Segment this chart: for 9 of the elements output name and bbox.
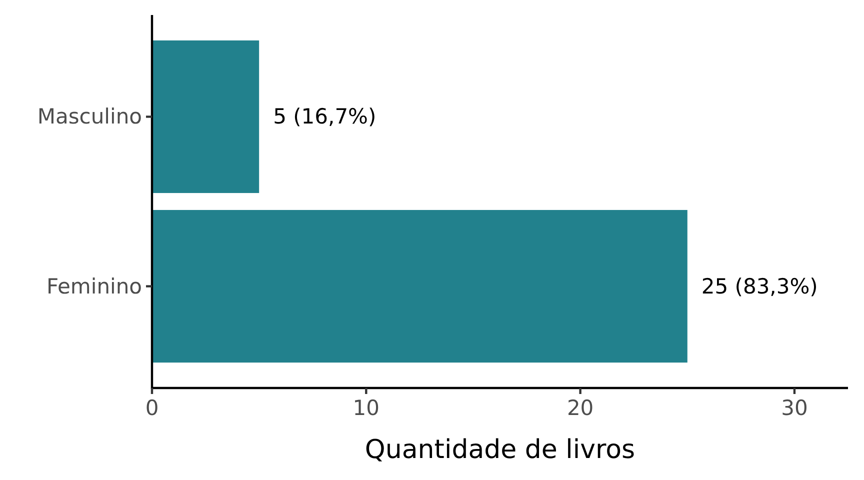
data-label: 25 (83,3%) [701, 274, 818, 298]
y-tick-label: Masculino [37, 104, 142, 129]
data-label: 5 (16,7%) [273, 104, 376, 129]
x-axis-title: Quantidade de livros [364, 435, 636, 465]
x-tick-label: 10 [352, 396, 380, 420]
x-tick-label: 20 [566, 396, 594, 420]
y-tick-label: Feminino [46, 274, 142, 298]
x-tick-label: 0 [145, 396, 159, 420]
x-tick-label: 30 [781, 396, 808, 420]
